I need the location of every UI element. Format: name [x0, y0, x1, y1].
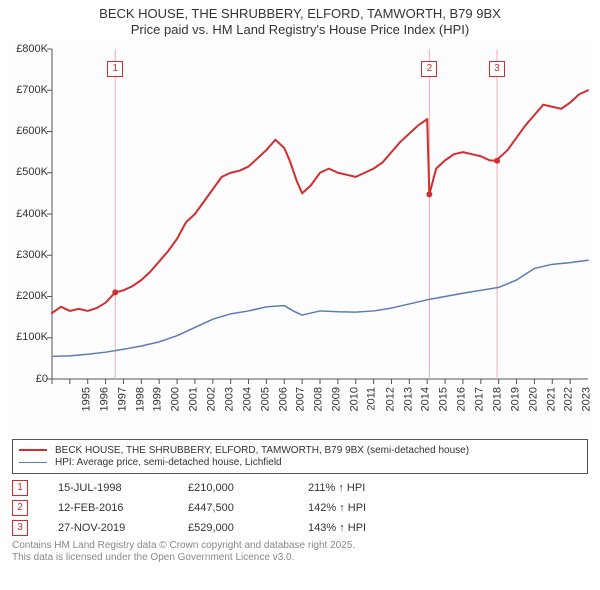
legend-swatch: [19, 462, 47, 463]
event-price: £447,500: [188, 502, 308, 514]
x-tick-label: 2012: [384, 387, 396, 411]
footer-line-2: This data is licensed under the Open Gov…: [12, 552, 588, 565]
chart-title: BECK HOUSE, THE SHRUBBERY, ELFORD, TAMWO…: [8, 6, 592, 39]
x-tick-label: 2006: [277, 387, 289, 411]
title-line-1: BECK HOUSE, THE SHRUBBERY, ELFORD, TAMWO…: [8, 6, 592, 22]
y-tick-label: £800K: [8, 43, 48, 55]
event-id-marker: 1: [12, 480, 28, 496]
x-tick-label: 2014: [420, 387, 432, 411]
y-tick-label: £700K: [8, 84, 48, 96]
series-line-0: [52, 90, 588, 313]
legend-row: HPI: Average price, semi-detached house,…: [19, 457, 581, 468]
x-tick-label: 2023: [581, 387, 593, 411]
x-tick-label: 2005: [259, 387, 271, 411]
x-tick-label: 2010: [348, 387, 360, 411]
x-tick-label: 1998: [134, 387, 146, 411]
x-tick-label: 2009: [331, 387, 343, 411]
event-row: 1 15-JUL-1998£210,000211% ↑ HPI: [12, 480, 588, 496]
y-tick-label: £100K: [8, 331, 48, 343]
event-date: 15-JUL-1998: [58, 482, 188, 494]
footer-line-1: Contains HM Land Registry data © Crown c…: [12, 540, 588, 553]
event-row: 3 27-NOV-2019£529,000143% ↑ HPI: [12, 520, 588, 536]
event-price: £210,000: [188, 482, 308, 494]
x-tick-label: 1996: [98, 387, 110, 411]
x-tick-label: 2008: [313, 387, 325, 411]
event-hpi: 143% ↑ HPI: [308, 522, 428, 534]
chart-svg: [8, 43, 592, 431]
y-tick-label: £400K: [8, 208, 48, 220]
event-marker: 2: [421, 61, 437, 77]
event-row: 2 12-FEB-2016£447,500142% ↑ HPI: [12, 500, 588, 516]
x-tick-label: 2013: [402, 387, 414, 411]
y-tick-label: £200K: [8, 290, 48, 302]
x-tick-label: 2015: [438, 387, 450, 411]
x-tick-label: 2007: [295, 387, 307, 411]
x-tick-label: 2021: [545, 387, 557, 411]
x-tick-label: 2022: [563, 387, 575, 411]
event-hpi: 211% ↑ HPI: [308, 482, 428, 494]
y-tick-label: £500K: [8, 166, 48, 178]
x-tick-label: 2020: [527, 387, 539, 411]
chart-area: £0 £100K £200K £300K £400K £500K £600K £700K £80…: [8, 43, 592, 431]
x-tick-label: 2019: [509, 387, 521, 411]
x-tick-label: 2003: [223, 387, 235, 411]
legend-swatch: [19, 449, 47, 451]
event-marker: 3: [489, 61, 505, 77]
y-tick-label: £600K: [8, 125, 48, 137]
footer-attribution: Contains HM Land Registry data © Crown c…: [12, 540, 588, 565]
y-tick-label: £300K: [8, 249, 48, 261]
x-tick-label: 1997: [116, 387, 128, 411]
event-id-marker: 3: [12, 520, 28, 536]
x-tick-label: 2004: [241, 387, 253, 411]
x-tick-label: 2001: [188, 387, 200, 411]
event-id-marker: 2: [12, 500, 28, 516]
x-tick-label: 2018: [491, 387, 503, 411]
x-tick-label: 2017: [474, 387, 486, 411]
event-hpi: 142% ↑ HPI: [308, 502, 428, 514]
y-tick-label: £0: [8, 373, 48, 385]
x-tick-label: 1995: [80, 387, 92, 411]
legend-label: BECK HOUSE, THE SHRUBBERY, ELFORD, TAMWO…: [55, 445, 469, 456]
x-tick-label: 2016: [456, 387, 468, 411]
legend-label: HPI: Average price, semi-detached house,…: [55, 457, 282, 468]
x-tick-label: 2011: [366, 387, 378, 411]
series-line-1: [52, 260, 588, 356]
x-tick-label: 1999: [152, 387, 164, 411]
x-tick-label: 2002: [206, 387, 218, 411]
legend: BECK HOUSE, THE SHRUBBERY, ELFORD, TAMWO…: [12, 439, 588, 474]
events-table: 1 15-JUL-1998£210,000211% ↑ HPI 2 12-FEB-20…: [12, 480, 588, 536]
event-marker: 1: [107, 61, 123, 77]
event-date: 12-FEB-2016: [58, 502, 188, 514]
legend-row: BECK HOUSE, THE SHRUBBERY, ELFORD, TAMWO…: [19, 445, 581, 456]
title-line-2: Price paid vs. HM Land Registry's House …: [8, 22, 592, 38]
event-price: £529,000: [188, 522, 308, 534]
event-date: 27-NOV-2019: [58, 522, 188, 534]
x-tick-label: 2000: [170, 387, 182, 411]
